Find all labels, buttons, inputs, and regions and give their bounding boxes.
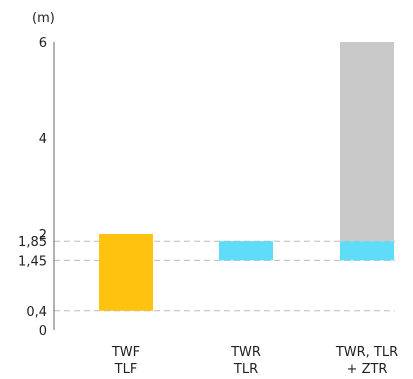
y-tick-labels: 0 0,4 1,45 1,852 4 6 (18, 36, 47, 339)
category-label-line-0-0: TWF (111, 345, 140, 360)
category-label-line-1-0: TWR (230, 345, 261, 360)
bar-2 (340, 241, 394, 261)
y-tick-label-2: 1,45 (18, 254, 47, 269)
bar-3 (340, 42, 394, 242)
category-labels: TWF TLF TWR TLR TWR, TLR + ZTR (111, 345, 398, 377)
y-tick-label-3: 1,85 (18, 235, 47, 250)
y-tick-label-6: 6 (39, 36, 47, 51)
y-unit-label: (m) (32, 11, 55, 26)
bar-0 (99, 234, 153, 311)
category-label-line-2-0: TWR, TLR (335, 345, 398, 360)
category-label-line-1-1: TLR (233, 362, 258, 377)
bar-1 (219, 241, 273, 261)
bars (99, 42, 394, 311)
category-label-0: TWF TLF (111, 345, 140, 377)
y-tick-label-4: 2 (39, 228, 47, 243)
y-tick-label-1: 0,4 (26, 305, 47, 320)
category-label-1: TWR TLR (230, 345, 261, 377)
y-tick-label-0: 0 (39, 324, 47, 339)
category-label-line-0-1: TLF (114, 362, 138, 377)
category-label-2: TWR, TLR + ZTR (335, 345, 398, 377)
category-label-line-2-1: + ZTR (347, 362, 388, 377)
y-tick-label-5: 4 (39, 132, 47, 147)
